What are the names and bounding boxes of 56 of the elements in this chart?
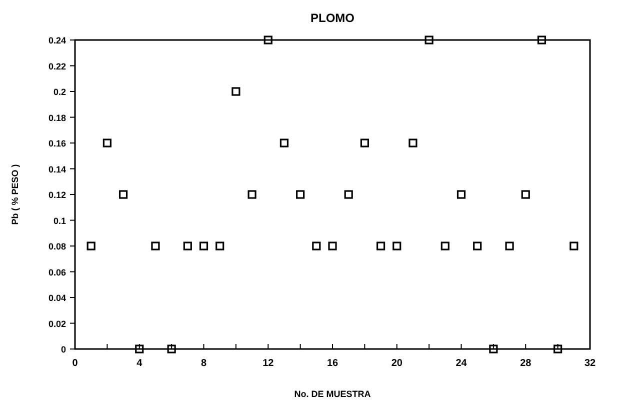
x-tick-label: 16 xyxy=(326,358,338,369)
point xyxy=(489,344,498,354)
x-axis-title: No. DE MUESTRA xyxy=(294,389,372,399)
point xyxy=(440,242,450,250)
y-axis-title: Pb ( % PESO ) xyxy=(10,164,20,225)
point xyxy=(248,190,256,199)
point xyxy=(216,242,224,250)
point xyxy=(135,344,144,354)
point xyxy=(183,242,192,250)
y-tick-label: 0.2 xyxy=(53,87,66,97)
point xyxy=(392,242,402,250)
point xyxy=(118,190,128,199)
y-tick-label: 0.08 xyxy=(48,242,66,252)
y-tick-label: 0.04 xyxy=(48,293,66,303)
x-tick-label: 4 xyxy=(136,358,143,369)
point xyxy=(328,242,337,250)
x-tick-label: 0 xyxy=(72,358,78,369)
point xyxy=(537,36,546,44)
y-tick-label: 0.24 xyxy=(48,36,66,46)
point xyxy=(199,242,208,250)
point xyxy=(360,138,369,148)
point xyxy=(456,190,466,199)
chart-title: PLOMO xyxy=(310,11,354,25)
x-tick-label: 8 xyxy=(200,358,207,369)
point xyxy=(312,242,321,250)
point xyxy=(521,190,530,199)
x-tick-label: 24 xyxy=(456,358,468,369)
y-tick-label: 0.02 xyxy=(48,318,66,329)
point xyxy=(424,36,434,44)
point xyxy=(280,138,289,148)
point xyxy=(296,190,305,199)
y-tick-label: 0.22 xyxy=(48,61,66,72)
x-tick-label: 28 xyxy=(520,358,532,369)
y-tick-label: 0 xyxy=(60,344,66,354)
y-tick-label: 0.16 xyxy=(48,138,66,148)
x-tick-label: 20 xyxy=(391,358,403,369)
point xyxy=(570,242,578,250)
y-tick-label: 0.12 xyxy=(48,190,66,200)
point xyxy=(151,242,160,250)
point xyxy=(264,36,272,44)
y-tick-label: 0.14 xyxy=(48,164,66,174)
point xyxy=(86,242,96,250)
point xyxy=(408,138,418,148)
point xyxy=(232,87,240,96)
y-tick-label: 0.06 xyxy=(48,267,66,278)
point xyxy=(102,138,112,148)
point xyxy=(376,242,386,250)
point xyxy=(505,242,514,250)
point xyxy=(473,242,482,250)
x-tick-label: 32 xyxy=(584,358,596,369)
y-tick-label: 0.18 xyxy=(48,112,66,123)
point xyxy=(344,190,353,199)
x-tick-label: 12 xyxy=(262,358,274,369)
y-tick-label: 0.1 xyxy=(53,216,66,226)
point xyxy=(554,344,562,354)
point xyxy=(167,344,176,354)
